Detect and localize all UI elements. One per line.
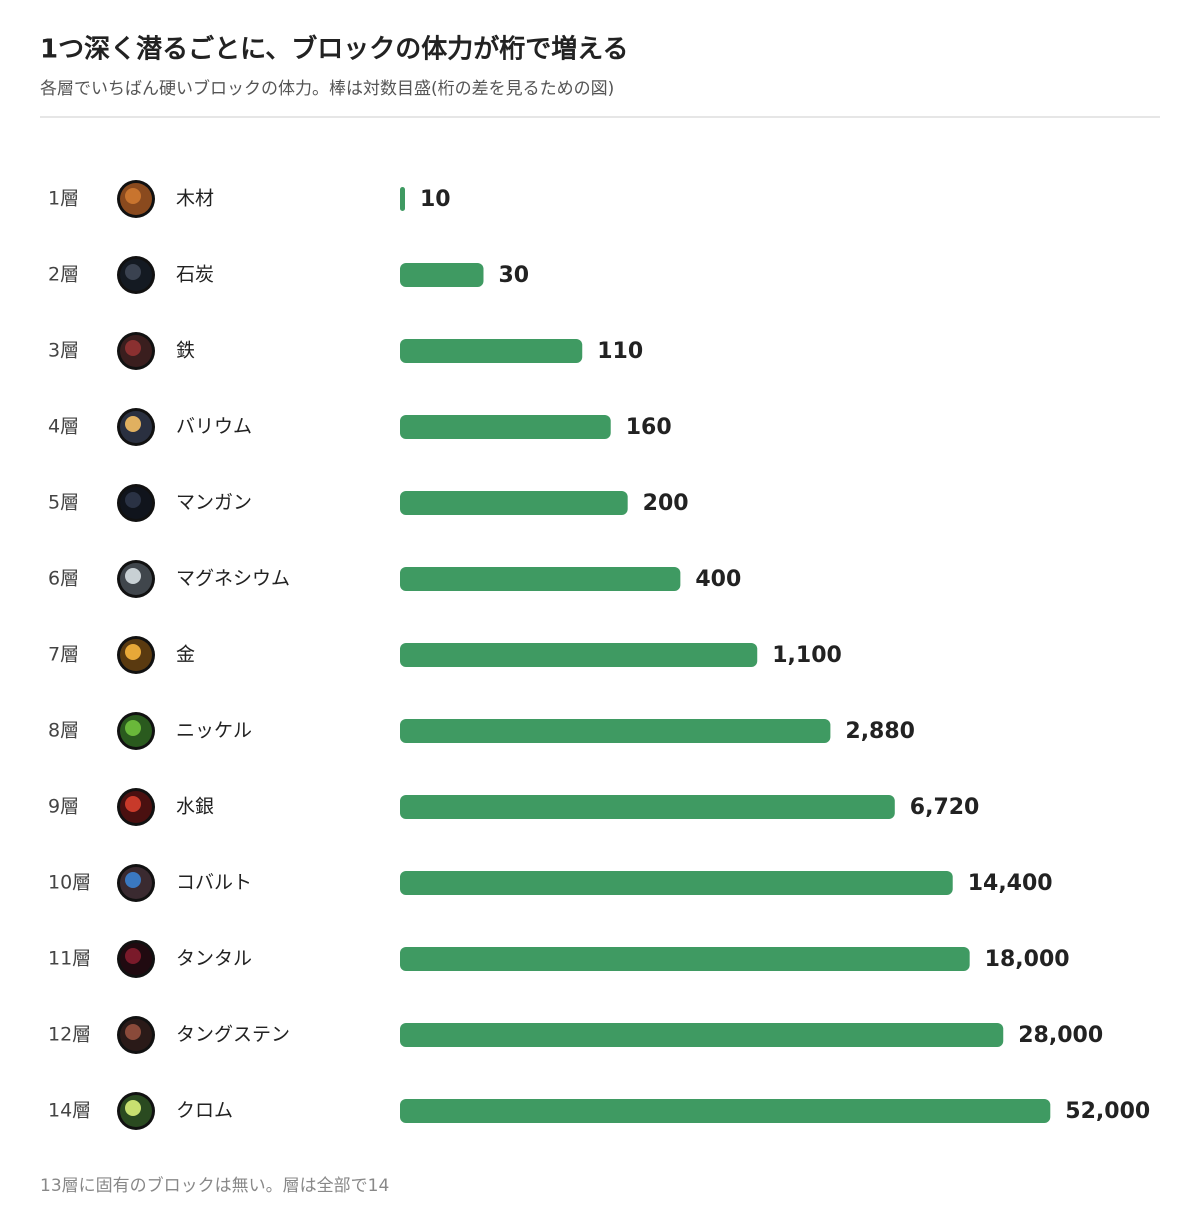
layer-label: 3層 xyxy=(48,340,79,362)
layer-label: 12層 xyxy=(48,1024,91,1046)
icon xyxy=(117,788,155,826)
bar xyxy=(400,567,681,591)
bar xyxy=(400,643,758,667)
chart-subtitle: 各層でいちばん硬いブロックの体力。棒は対数目盛(桁の差を見るための図) xyxy=(40,78,614,99)
icon xyxy=(117,484,155,522)
icon-highlight xyxy=(125,1024,141,1040)
bar xyxy=(400,1023,1004,1047)
category-label: タングステン xyxy=(176,1024,290,1046)
bar xyxy=(400,187,405,211)
bar xyxy=(400,415,611,439)
layer-label: 6層 xyxy=(48,568,79,590)
layer-label: 4層 xyxy=(48,416,79,438)
chart-title: 1つ深く潜るごとに、ブロックの体力が桁で増える xyxy=(40,34,629,65)
category-label: 木材 xyxy=(176,188,214,210)
value-label: 1,100 xyxy=(772,643,842,668)
value-label: 30 xyxy=(498,263,529,288)
icon-highlight xyxy=(125,948,141,964)
category-label: タンタル xyxy=(176,948,252,970)
value-label: 2,880 xyxy=(845,719,915,744)
icon xyxy=(117,560,155,598)
layer-label: 10層 xyxy=(48,872,91,894)
layer-label: 1層 xyxy=(48,188,79,210)
icon-highlight xyxy=(125,340,141,356)
value-label: 200 xyxy=(643,491,689,516)
icon-highlight xyxy=(125,1100,141,1116)
value-label: 18,000 xyxy=(985,947,1070,972)
icon-highlight xyxy=(125,492,141,508)
category-label: ニッケル xyxy=(176,720,252,742)
category-label: 金 xyxy=(176,644,195,666)
icon xyxy=(117,940,155,978)
category-label: マグネシウム xyxy=(176,568,290,590)
category-label: バリウム xyxy=(176,416,252,438)
icon xyxy=(117,332,155,370)
icon xyxy=(117,1016,155,1054)
icon-highlight xyxy=(125,264,141,280)
icon-highlight xyxy=(125,416,141,432)
value-label: 14,400 xyxy=(968,871,1053,896)
category-label: 石炭 xyxy=(176,264,214,286)
icon-highlight xyxy=(125,720,141,736)
bar xyxy=(400,1099,1051,1123)
bar xyxy=(400,719,831,743)
category-label: 鉄 xyxy=(176,340,195,362)
icon-highlight xyxy=(125,644,141,660)
layer-label: 8層 xyxy=(48,720,79,742)
layer-label: 9層 xyxy=(48,796,79,818)
footnote: 13層に固有のブロックは無い。層は全部で14 xyxy=(40,1175,389,1196)
bar xyxy=(400,795,895,819)
bar xyxy=(400,263,484,287)
icon xyxy=(117,408,155,446)
category-label: クロム xyxy=(176,1100,233,1122)
icon xyxy=(117,636,155,674)
value-label: 52,000 xyxy=(1065,1099,1150,1124)
category-label: コバルト xyxy=(176,872,252,894)
layer-label: 2層 xyxy=(48,264,79,286)
category-label: 水銀 xyxy=(176,796,214,818)
icon xyxy=(117,1092,155,1130)
value-label: 28,000 xyxy=(1018,1023,1103,1048)
icon xyxy=(117,256,155,294)
value-label: 400 xyxy=(695,567,741,592)
icon xyxy=(117,180,155,218)
layer-label: 11層 xyxy=(48,948,91,970)
layer-label: 14層 xyxy=(48,1100,91,1122)
bar xyxy=(400,491,628,515)
bar xyxy=(400,339,583,363)
icon-highlight xyxy=(125,568,141,584)
bar xyxy=(400,947,970,971)
bar xyxy=(400,871,953,895)
value-label: 110 xyxy=(597,339,643,364)
category-label: マンガン xyxy=(176,492,252,514)
icon-highlight xyxy=(125,188,141,204)
layer-label: 7層 xyxy=(48,644,79,666)
icon xyxy=(117,712,155,750)
icon-highlight xyxy=(125,872,141,888)
value-label: 6,720 xyxy=(910,795,980,820)
value-label: 160 xyxy=(626,415,672,440)
value-label: 10 xyxy=(420,187,451,212)
layer-label: 5層 xyxy=(48,492,79,514)
icon xyxy=(117,864,155,902)
icon-highlight xyxy=(125,796,141,812)
